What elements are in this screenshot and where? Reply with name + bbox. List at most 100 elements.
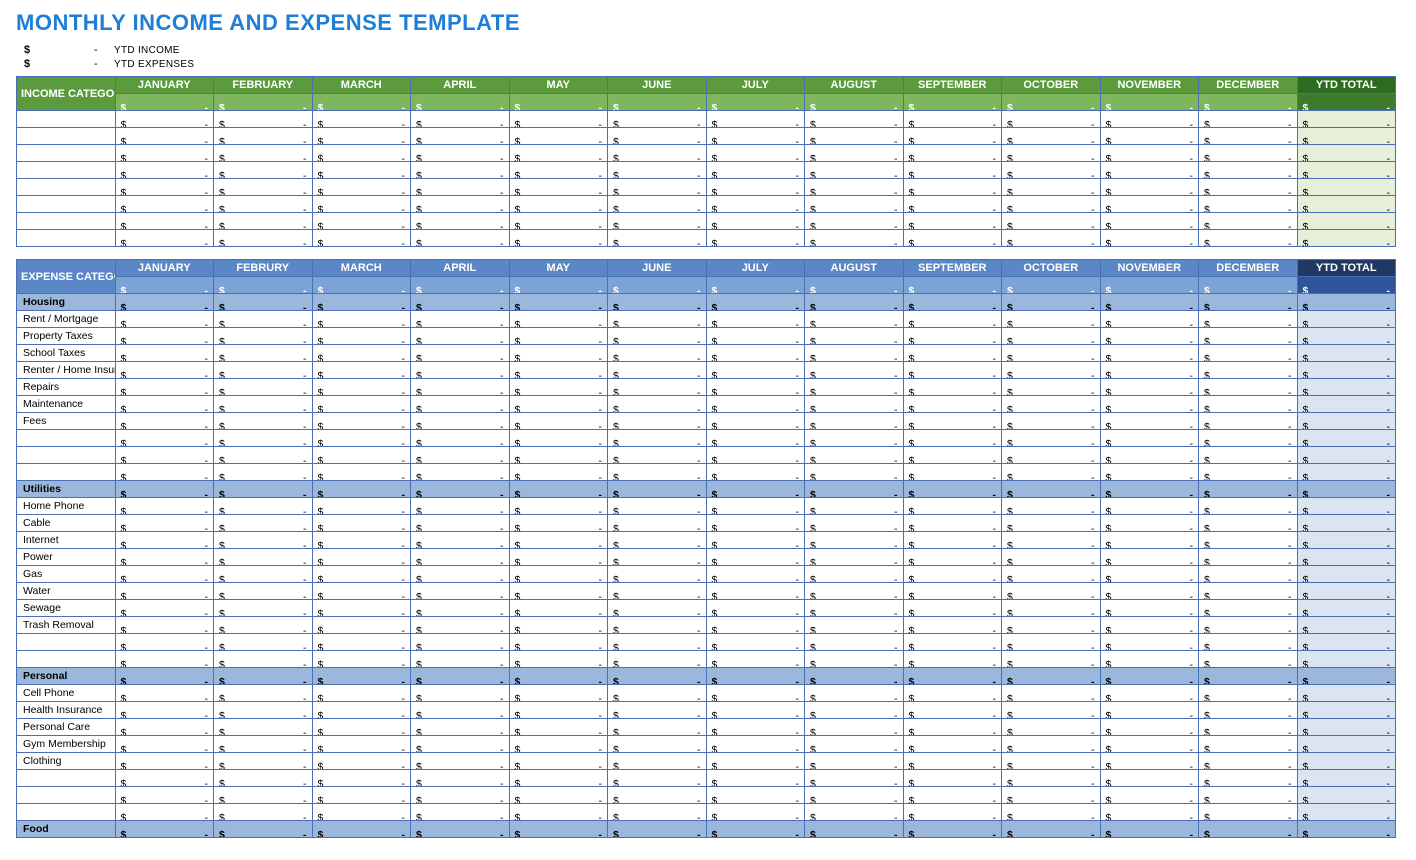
expense-cell[interactable]: $-: [706, 549, 805, 566]
expense-ytd-cell[interactable]: $-: [1297, 396, 1396, 413]
expense-ytd-cell[interactable]: $-: [1297, 702, 1396, 719]
expense-cell[interactable]: $-: [1002, 736, 1101, 753]
income-cell[interactable]: $-: [411, 145, 510, 162]
expense-cell[interactable]: $-: [411, 583, 510, 600]
expense-cell[interactable]: $-: [312, 549, 411, 566]
expense-cell[interactable]: $-: [608, 328, 707, 345]
expense-cell[interactable]: $-: [1002, 702, 1101, 719]
expense-cell[interactable]: $-: [1199, 362, 1298, 379]
expense-cell[interactable]: $-: [903, 311, 1002, 328]
income-cell[interactable]: $-: [1100, 162, 1199, 179]
income-cell[interactable]: $-: [903, 128, 1002, 145]
expense-ytd-cell[interactable]: $-: [1297, 600, 1396, 617]
expense-cell[interactable]: $-: [1100, 498, 1199, 515]
expense-cell[interactable]: $-: [1002, 498, 1101, 515]
expense-cell[interactable]: $-: [805, 328, 904, 345]
expense-cell[interactable]: $-: [1100, 413, 1199, 430]
expense-cell[interactable]: $-: [1199, 532, 1298, 549]
expense-cell[interactable]: $-: [903, 413, 1002, 430]
expense-section-ytd-cell[interactable]: $-: [1297, 821, 1396, 838]
expense-cell[interactable]: $-: [1002, 685, 1101, 702]
expense-cell[interactable]: $-: [411, 685, 510, 702]
expense-cell[interactable]: $-: [312, 311, 411, 328]
expense-cell[interactable]: $-: [1199, 396, 1298, 413]
expense-cell[interactable]: $-: [312, 498, 411, 515]
income-cell[interactable]: $-: [312, 145, 411, 162]
income-cell[interactable]: $-: [805, 196, 904, 213]
expense-section-cell[interactable]: $-: [706, 821, 805, 838]
income-cell[interactable]: $-: [509, 213, 608, 230]
income-cell[interactable]: $-: [214, 230, 313, 247]
expense-cell[interactable]: $-: [608, 396, 707, 413]
income-cell[interactable]: $-: [411, 111, 510, 128]
expense-ytd-cell[interactable]: $-: [1297, 311, 1396, 328]
income-cell[interactable]: $-: [509, 179, 608, 196]
income-cell[interactable]: $-: [1002, 213, 1101, 230]
income-cell[interactable]: $-: [608, 145, 707, 162]
expense-cell[interactable]: $-: [509, 736, 608, 753]
expense-cell[interactable]: $-: [1199, 600, 1298, 617]
expense-section-cell[interactable]: $-: [1002, 481, 1101, 498]
expense-cell[interactable]: $-: [115, 532, 214, 549]
expense-section-cell[interactable]: $-: [509, 668, 608, 685]
income-category-cell[interactable]: [17, 128, 116, 145]
income-cell[interactable]: $-: [1100, 145, 1199, 162]
expense-cell[interactable]: $-: [115, 583, 214, 600]
income-cell[interactable]: $-: [903, 230, 1002, 247]
expense-cell[interactable]: $-: [214, 753, 313, 770]
income-cell[interactable]: $-: [214, 111, 313, 128]
expense-cell[interactable]: $-: [903, 566, 1002, 583]
expense-cell[interactable]: $-: [805, 736, 904, 753]
expense-ytd-cell[interactable]: $-: [1297, 532, 1396, 549]
expense-section-ytd-cell[interactable]: $-: [1297, 481, 1396, 498]
income-category-cell[interactable]: [17, 196, 116, 213]
expense-cell[interactable]: $-: [214, 413, 313, 430]
expense-section-cell[interactable]: $-: [608, 481, 707, 498]
expense-cell[interactable]: $-: [608, 685, 707, 702]
expense-cell[interactable]: $-: [312, 430, 411, 447]
expense-item-name[interactable]: [17, 634, 116, 651]
expense-cell[interactable]: $-: [115, 413, 214, 430]
expense-cell[interactable]: $-: [805, 362, 904, 379]
expense-cell[interactable]: $-: [1100, 532, 1199, 549]
expense-cell[interactable]: $-: [903, 345, 1002, 362]
expense-cell[interactable]: $-: [214, 379, 313, 396]
expense-cell[interactable]: $-: [411, 328, 510, 345]
expense-section-cell[interactable]: $-: [608, 668, 707, 685]
expense-cell[interactable]: $-: [509, 430, 608, 447]
expense-cell[interactable]: $-: [706, 787, 805, 804]
expense-cell[interactable]: $-: [1100, 345, 1199, 362]
income-cell[interactable]: $-: [115, 179, 214, 196]
expense-cell[interactable]: $-: [805, 532, 904, 549]
expense-cell[interactable]: $-: [805, 464, 904, 481]
income-cell[interactable]: $-: [903, 111, 1002, 128]
expense-item-name[interactable]: [17, 430, 116, 447]
income-cell[interactable]: $-: [805, 111, 904, 128]
income-cell[interactable]: $-: [903, 179, 1002, 196]
expense-cell[interactable]: $-: [706, 532, 805, 549]
expense-section-cell[interactable]: $-: [903, 294, 1002, 311]
expense-cell[interactable]: $-: [1199, 413, 1298, 430]
expense-cell[interactable]: $-: [608, 719, 707, 736]
income-cell[interactable]: $-: [706, 111, 805, 128]
expense-cell[interactable]: $-: [312, 345, 411, 362]
expense-cell[interactable]: $-: [903, 328, 1002, 345]
income-cell[interactable]: $-: [805, 179, 904, 196]
expense-cell[interactable]: $-: [706, 770, 805, 787]
expense-cell[interactable]: $-: [411, 753, 510, 770]
income-cell[interactable]: $-: [312, 162, 411, 179]
expense-cell[interactable]: $-: [1199, 566, 1298, 583]
income-cell[interactable]: $-: [1100, 111, 1199, 128]
income-ytd-cell[interactable]: $-: [1297, 179, 1396, 196]
expense-cell[interactable]: $-: [805, 549, 904, 566]
expense-cell[interactable]: $-: [312, 379, 411, 396]
expense-cell[interactable]: $-: [805, 685, 904, 702]
expense-section-cell[interactable]: $-: [805, 668, 904, 685]
expense-cell[interactable]: $-: [312, 566, 411, 583]
income-cell[interactable]: $-: [608, 230, 707, 247]
expense-cell[interactable]: $-: [411, 634, 510, 651]
income-ytd-cell[interactable]: $-: [1297, 111, 1396, 128]
income-cell[interactable]: $-: [214, 162, 313, 179]
expense-cell[interactable]: $-: [115, 566, 214, 583]
expense-cell[interactable]: $-: [1199, 753, 1298, 770]
